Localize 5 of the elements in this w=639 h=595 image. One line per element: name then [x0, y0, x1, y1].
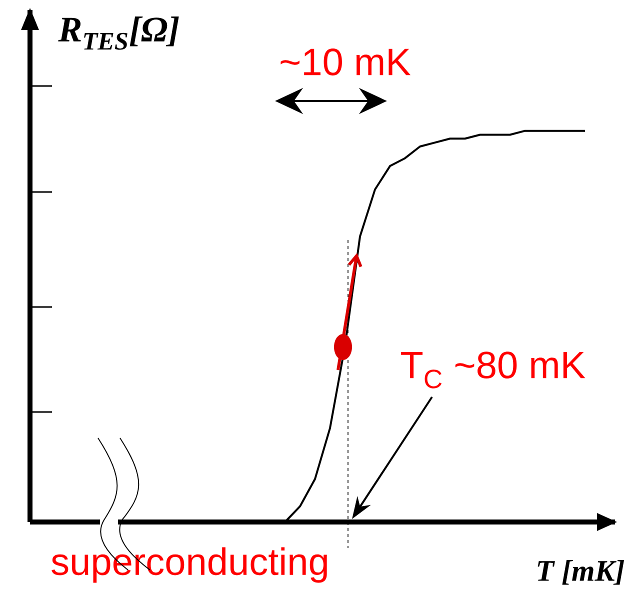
y-axis-title: R$_{TES}$[Ω]	[58, 16, 179, 50]
x-axis-title: T [mK]	[538, 560, 624, 585]
text: ~10 mK	[280, 48, 411, 76]
text: superconducting	[52, 547, 327, 583]
annotation: T$_{C}$ ~80 mK	[401, 352, 586, 388]
